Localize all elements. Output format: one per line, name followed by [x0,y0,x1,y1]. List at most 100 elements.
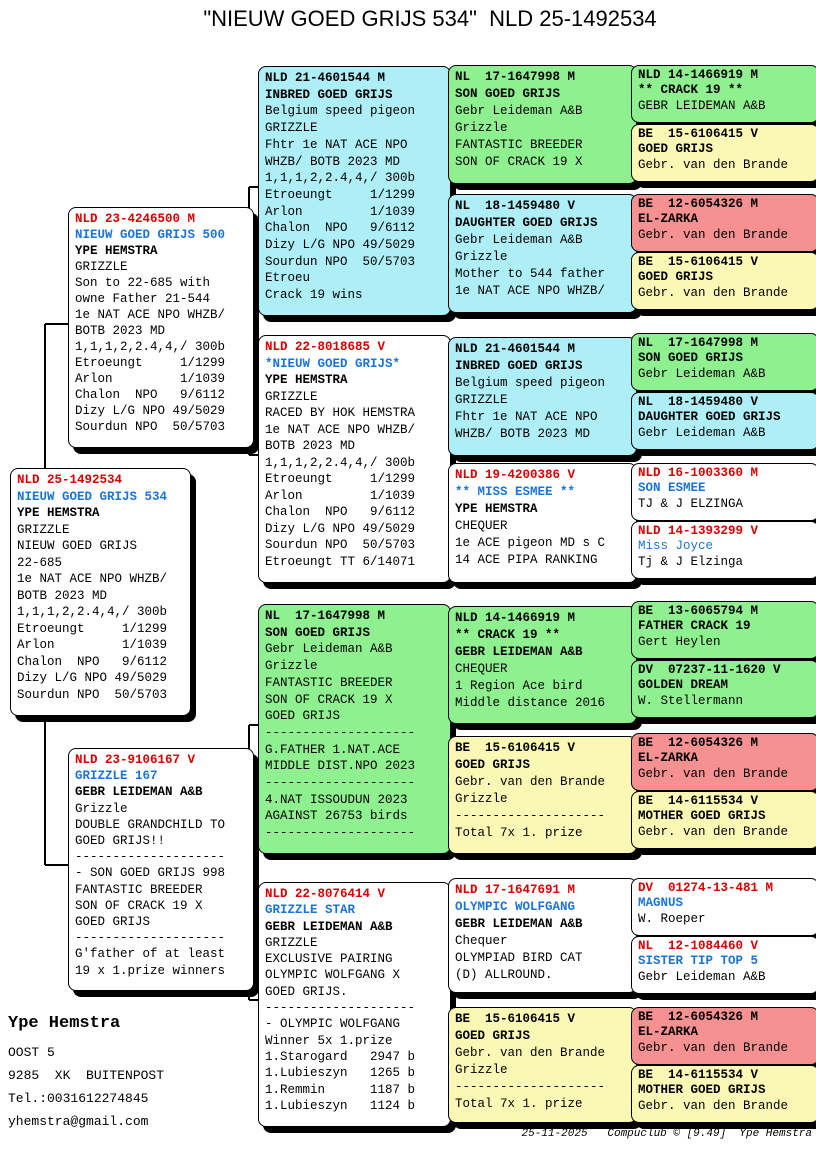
pedigree-text-line: WHZB/ BOTB 2023 MD [265,154,401,169]
pedigree-text-line: Gebr. van den Brande [455,1046,606,1060]
pedigree-box-fffm: BE 15-6106415 V GOED GRIJS Gebr. van den B… [631,124,816,182]
pedigree-box-ffff: NLD 14-1466919 M ** CRACK 19 ** GEBR LEIDE… [631,65,816,123]
pedigree-text-line: ** MISS ESMEE ** [455,485,576,499]
pedigree-text-line: Gert Heylen [638,634,721,649]
pedigree-text-line: Gebr Leideman A&B [638,425,766,440]
pedigree-text-line: BE 14-6115534 V [638,1068,759,1082]
pedigree-text-line: GOED GRIJS [455,1029,531,1043]
pedigree-text-line: Dizy L/G NPO 49/5029 [75,404,226,418]
pedigree-text-line: NL 17-1647998 M [638,336,759,350]
pedigree-text-line: Gebr. van den Brande [638,227,789,242]
pedigree-text-line: SON OF CRACK 19 X [265,692,393,707]
pedigree-text-line: GOED GRIJS. [265,984,348,999]
pedigree-text-line: NLD 23-9106167 V [75,753,196,767]
pedigree-text-line: 1.Lubieszyn 1265 b [265,1066,416,1081]
pedigree-text-line: Son to 22-685 with [75,276,211,290]
pedigree-box-mfff: BE 13-6065794 M FATHER CRACK 19 Gert Heyle… [631,601,816,659]
pedigree-text-line: GOED GRIJS [75,915,151,930]
pedigree-text-line: Total 7x 1. prize [455,1097,583,1111]
pedigree-text-line: Etroeungt TT 6/14071 [265,554,416,569]
pedigree-text-line: BE 15-6106415 V [455,1012,576,1026]
connector-line [44,708,46,865]
pedigree-text-line: -------------------- [265,1001,416,1016]
pedigree-text-line: W. Stellermann [638,693,744,708]
pedigree-box-mmmm: BE 14-6115534 V MOTHER GOED GRIJS Gebr. va… [631,1065,816,1123]
pedigree-text-line: YPE HEMSTRA [75,244,158,258]
pedigree-text-line: 1,1,1,2,2.4,4,/ 300b [265,171,416,186]
owner-address2: 9285 XK BUITENPOST [8,1068,165,1083]
pedigree-text-line: Grizzle [455,121,508,135]
pedigree-text-line: 1.Lubieszyn 1124 b [265,1098,416,1113]
pedigree-box-mmfm: NL 12-1084460 V SISTER TIP TOP 5 Gebr Leid… [631,936,816,994]
pedigree-box-ffmf: BE 12-6054326 M EL-ZARKA Gebr. van den Bra… [631,194,816,252]
pedigree-text-line: W. Roeper [638,911,706,926]
pedigree-text-line: EXCLUSIVE PAIRING [265,952,393,967]
pedigree-text-line: Chalon NPO 9/6112 [265,505,416,519]
pedigree-text-line: CHEQUER [455,662,508,676]
pedigree-text-line: Total 7x 1. prize [455,826,583,840]
pedigree-text-line: -------------------- [265,725,416,740]
pedigree-box-fm: NLD 22-8018685 V *NIEUW GOED GRIJS* YPE HE… [258,335,451,583]
pedigree-text-line: GRIZZLE [265,935,318,950]
pedigree-box-mf: NL 17-1647998 M SON GOED GRIJS Gebr Leidem… [258,604,451,854]
connector-line [249,999,258,1001]
pedigree-text-line: SON ESMEE [638,481,706,496]
pedigree-text-line: BE 13-6065794 M [638,604,759,618]
pedigree-box-ff: NLD 21-4601544 M INBRED GOED GRIJS Belgium… [258,66,451,316]
pedigree-text-line: Fhtr 1e NAT ACE NPO [265,137,408,152]
pedigree-text-line: Etroeungt 1/1299 [265,187,416,202]
pedigree-text-line: OLYMPIC WOLFGANG X [265,968,401,983]
pedigree-text-line: 14 ACE PIPA RANKING [455,553,598,567]
pedigree-box-mmf: NLD 17-1647691 M OLYMPIC WOLFGANG GEBR LEI… [448,878,637,993]
connector-line [249,724,258,726]
pedigree-box-mmff: DV 01274-13-481 M MAGNUS W. Roeper [631,878,816,936]
pedigree-text-line: Crack 19 wins [265,288,363,303]
pedigree-text-line: GOLDEN DREAM [638,678,729,693]
pedigree-text-line: GEBR LEIDEMAN A&B [455,917,583,931]
pedigree-text-line: Gebr. van den Brande [638,1040,789,1055]
owner-email: yhemstra@gmail.com [8,1114,149,1129]
pedigree-text-line: -------------------- [455,1080,606,1094]
pedigree-box-mffm: DV 07237-11-1620 V GOLDEN DREAM W. Steller… [631,660,816,718]
pedigree-text-line: Belgium speed pigeon [265,104,416,119]
pedigree-text-line: owne Father 21-544 [75,292,211,306]
pedigree-text-line: DAUGHTER GOED GRIJS [638,410,781,425]
pedigree-text-line: Grizzle [455,792,508,806]
pedigree-text-line: NL 18-1459480 V [455,199,576,213]
pedigree-text-line: GRIZZLE [265,121,318,136]
pedigree-text-line: -------------------- [265,826,416,841]
pedigree-box-fmf: NLD 21-4601544 M INBRED GOED GRIJS Belgium… [448,337,637,456]
pedigree-text-line: NIEUW GOED GRIJS [17,539,138,553]
pedigree-box-sire: NLD 23-4246500 M NIEUW GOED GRIJS 500 YPE … [68,207,254,448]
pedigree-text-line: Etroeungt 1/1299 [17,621,168,636]
pedigree-box-fmff: NL 17-1647998 M SON GOED GRIJS Gebr Leidem… [631,333,816,391]
pedigree-text-line: GRIZZLE 167 [75,769,158,784]
pedigree-text-line: -------------------- [75,931,226,946]
pedigree-box-fmm: NLD 19-4200386 V ** MISS ESMEE ** YPE HEMS… [448,463,637,583]
pedigree-text-line: GOED GRIJS!! [75,834,166,849]
page-title: "NIEUW GOED GRIJS 534" NLD 25-1492534 [203,6,657,31]
pedigree-text-line: *NIEUW GOED GRIJS* [265,356,401,371]
pedigree-text-line: -------------------- [455,809,606,823]
pedigree-text-line: DV 07237-11-1620 V [638,663,781,677]
pedigree-text-line: FANTASTIC BREEDER [265,675,393,690]
pedigree-text-line: Gebr. van den Brande [638,824,789,839]
pedigree-text-line: Grizzle [455,1063,508,1077]
pedigree-text-line: SON GOED GRIJS [455,87,561,101]
pedigree-text-line: DAUGHTER GOED GRIJS [455,216,598,230]
pedigree-text-line: Chalon NPO 9/6112 [17,654,168,669]
pedigree-text-line: Gebr Leideman A&B [638,366,766,381]
pedigree-text-line: MOTHER GOED GRIJS [638,809,766,824]
pedigree-text-line: GRIZZLE [265,389,318,404]
pedigree-text-line: GRIZZLE STAR [265,903,356,918]
pedigree-text-line: INBRED GOED GRIJS [265,87,393,102]
pedigree-text-line: Winner 5x 1.prize [265,1033,393,1048]
pedigree-text-line: 1,1,1,2,2.4,4,/ 300b [75,340,226,354]
pedigree-text-line: 1e NAT ACE NPO WHZB/ [75,308,226,322]
pedigree-text-line: AGAINST 26753 birds [265,809,408,824]
pedigree-text-line: EL-ZARKA [638,751,699,766]
pedigree-text-line: ** CRACK 19 ** [638,83,744,98]
pedigree-text-line: FANTASTIC BREEDER [75,882,203,897]
pedigree-box-mff: NLD 14-1466919 M ** CRACK 19 ** GEBR LEIDE… [448,606,637,724]
pedigree-text-line: Mother to 544 father [455,267,606,281]
